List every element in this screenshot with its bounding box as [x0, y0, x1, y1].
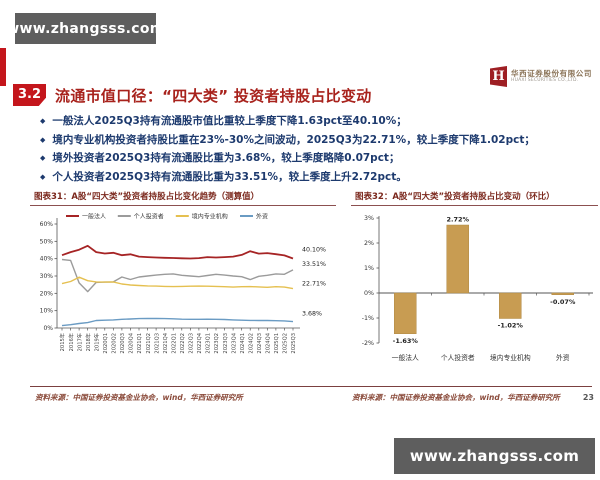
svg-text:20%: 20%	[40, 290, 54, 297]
svg-text:22.71%: 22.71%	[302, 281, 326, 288]
svg-text:2021Q1: 2021Q1	[137, 333, 143, 354]
svg-text:2019年: 2019年	[92, 333, 100, 351]
figure-32: 图表32：A股“四大类”投资者持股占比变动（环比） 3% 2% 1% 0% -1% -2%…	[351, 190, 598, 382]
bullet-item: ◆ 境外投资者2025Q3持有流通股比重为3.68%，较上季度略降0.07pct；	[40, 149, 588, 168]
svg-text:2018年: 2018年	[84, 333, 92, 351]
source-note-left: 资料来源：中国证券投资基金业协会，wind，华西证券研究所	[35, 393, 243, 402]
svg-text:2017年: 2017年	[75, 333, 83, 351]
page-number: 23	[582, 393, 594, 402]
svg-text:-1.63%: -1.63%	[393, 337, 419, 345]
svg-text:2015年: 2015年	[58, 333, 66, 351]
svg-text:2%: 2%	[364, 240, 374, 247]
bullet-item: ◆ 境内专业机构投资者持股比重在23%-30%之间波动，2025Q3为22.71%…	[40, 131, 588, 150]
svg-text:一般法人: 一般法人	[392, 353, 419, 362]
svg-text:2021Q2: 2021Q2	[146, 333, 152, 354]
svg-text:-1.02%: -1.02%	[498, 322, 524, 330]
svg-text:60%: 60%	[40, 221, 54, 228]
figure-31: 图表31：A股“四大类”投资者持股占比变化趋势（测算值） 0% 10% 20% 30%…	[30, 190, 336, 382]
svg-text:个人投资者: 个人投资者	[441, 353, 475, 362]
svg-text:2022Q3: 2022Q3	[189, 333, 195, 354]
svg-text:个人投资者: 个人投资者	[134, 213, 164, 221]
svg-text:10%: 10%	[40, 308, 54, 315]
svg-text:2020Q3: 2020Q3	[120, 333, 126, 354]
bullet-text: 境内专业机构投资者持股比重在23%-30%之间波动，2025Q3为22.71%，…	[52, 133, 535, 146]
bullet-item: ◆ 个人投资者2025Q3持有流通股比重为33.51%，较上季度上升2.72pct…	[40, 168, 588, 187]
svg-text:2023Q2: 2023Q2	[214, 333, 220, 354]
bullet-item: ◆ 一般法人2025Q3持有流通股市值比重较上季度下降1.63pct至40.10%…	[40, 112, 588, 131]
svg-text:0%: 0%	[364, 290, 374, 297]
diamond-bullet-icon: ◆	[40, 154, 46, 162]
svg-text:40.10%: 40.10%	[302, 246, 326, 253]
svg-text:境内专业机构: 境内专业机构	[490, 353, 531, 362]
svg-text:2025Q2: 2025Q2	[283, 333, 289, 354]
svg-text:外资: 外资	[556, 353, 570, 362]
left-accent-bar	[0, 48, 6, 86]
watermark-text: www.zhangsss.com	[6, 20, 165, 37]
bullet-list: ◆ 一般法人2025Q3持有流通股市值比重较上季度下降1.63pct至40.10%…	[40, 112, 588, 186]
diamond-bullet-icon: ◆	[40, 135, 46, 144]
huaxi-logo-icon: H	[490, 66, 507, 87]
svg-text:1%: 1%	[364, 265, 374, 272]
svg-text:-2%: -2%	[362, 340, 374, 347]
company-name-cn: 华西证券股份有限公司	[511, 68, 592, 78]
company-logo: H 华西证券股份有限公司 HUAXI SECURITIES CO.,LTD.	[490, 66, 592, 87]
svg-text:2020Q2: 2020Q2	[112, 333, 118, 354]
svg-text:2020Q1: 2020Q1	[103, 333, 109, 354]
diamond-bullet-icon: ◆	[40, 117, 46, 125]
svg-text:0%: 0%	[43, 325, 53, 332]
figures-row: 图表31：A股“四大类”投资者持股占比变化趋势（测算值） 0% 10% 20% 30%…	[30, 190, 598, 382]
svg-text:2020Q4: 2020Q4	[129, 332, 135, 353]
source-note-right: 资料来源：中国证券投资基金业协会，wind，华西证券研究所	[352, 393, 560, 402]
svg-text:-1%: -1%	[362, 315, 374, 322]
watermark-text: www.zhangsss.com	[409, 447, 580, 465]
line-chart-investor-holdings-trend: 0% 10% 20% 30% 40% 50% 60% 2015年 2016年 2017年 2018年…	[40, 213, 326, 354]
svg-text:外资: 外资	[256, 213, 268, 221]
svg-text:2024Q2: 2024Q2	[248, 333, 254, 354]
svg-text:50%: 50%	[40, 238, 54, 245]
svg-text:-0.07%: -0.07%	[550, 298, 576, 306]
svg-text:2022Q2: 2022Q2	[180, 333, 186, 354]
svg-text:2024Q4: 2024Q4	[266, 332, 272, 353]
watermark-top: www.zhangsss.com	[6, 13, 164, 44]
section-header: 3.2 流通市值口径：“四大类” 投资者持股占比变动	[13, 84, 372, 106]
svg-text:2024Q3: 2024Q3	[257, 333, 263, 354]
svg-text:2024Q1: 2024Q1	[240, 333, 246, 354]
svg-text:2023Q3: 2023Q3	[223, 333, 229, 354]
logo-text: 华西证券股份有限公司 HUAXI SECURITIES CO.,LTD.	[511, 68, 592, 84]
svg-text:2022Q4: 2022Q4	[197, 332, 203, 353]
company-name-en: HUAXI SECURITIES CO.,LTD.	[511, 78, 579, 84]
svg-text:一般法人: 一般法人	[82, 213, 106, 221]
svg-text:3.68%: 3.68%	[302, 311, 322, 318]
svg-text:30%: 30%	[40, 273, 54, 280]
bullet-text: 境外投资者2025Q3持有流通股比重为3.68%，较上季度略降0.07pct；	[52, 152, 400, 164]
svg-text:2016年: 2016年	[67, 333, 75, 351]
diamond-bullet-icon: ◆	[40, 172, 46, 181]
svg-text:2025Q1: 2025Q1	[274, 333, 280, 354]
svg-text:2022Q1: 2022Q1	[171, 333, 177, 354]
svg-text:2.72%: 2.72%	[446, 216, 469, 224]
bullet-text: 个人投资者2025Q3持有流通股比重为33.51%，较上季度上升2.72pct。	[52, 170, 407, 183]
watermark-bottom: www.zhangsss.com	[394, 438, 595, 474]
page-title: 流通市值口径：“四大类” 投资者持股占比变动	[55, 86, 372, 105]
svg-text:2023Q1: 2023Q1	[206, 333, 212, 354]
figure-32-title: 图表32：A股“四大类”投资者持股占比变动（环比）	[351, 190, 598, 206]
svg-text:40%: 40%	[40, 256, 54, 263]
bullet-text: 一般法人2025Q3持有流通股市值比重较上季度下降1.63pct至40.10%；	[52, 115, 407, 127]
svg-text:2021Q3: 2021Q3	[154, 333, 160, 354]
footer-divider	[30, 386, 592, 387]
svg-text:3%: 3%	[364, 215, 374, 222]
section-number-badge: 3.2	[13, 84, 47, 106]
svg-text:2021Q4: 2021Q4	[163, 332, 169, 353]
svg-text:33.51%: 33.51%	[302, 261, 326, 268]
svg-text:2023Q4: 2023Q4	[231, 332, 237, 353]
svg-text:境内专业机构: 境内专业机构	[192, 213, 228, 221]
svg-text:2025Q3: 2025Q3	[291, 333, 297, 354]
bar-chart-qoq-change: 3% 2% 1% 0% -1% -2% -1.63% 一般法人 2.72% 个人投资者 -1.02%…	[362, 215, 593, 362]
figure-31-title: 图表31：A股“四大类”投资者持股占比变化趋势（测算值）	[30, 190, 336, 206]
